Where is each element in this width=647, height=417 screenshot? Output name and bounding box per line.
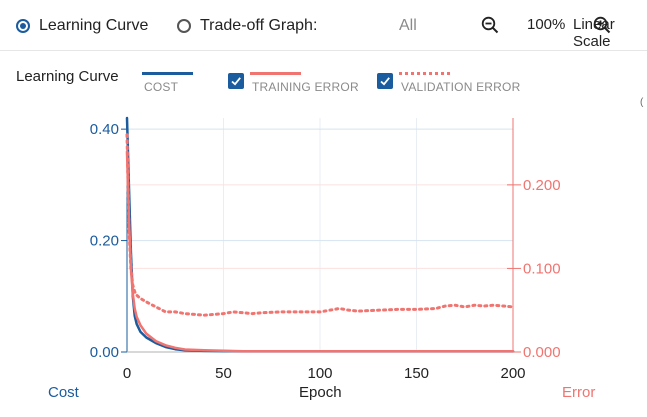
- tradeoff-graph-radio[interactable]: Trade-off Graph:: [177, 14, 317, 38]
- validation-error-line: [125, 133, 515, 317]
- cost-legend-label: COST: [144, 80, 179, 94]
- training-error-swatch: [250, 72, 301, 75]
- tradeoff-select-value: All: [399, 17, 417, 34]
- y-left-tick-label: 0.40: [90, 121, 119, 138]
- zoom-level: 100%: [527, 16, 566, 33]
- learning-curve-radio-label: Learning Curve: [39, 17, 149, 34]
- x-axis-label: Epoch: [299, 384, 342, 401]
- left-axis-label: Cost: [48, 384, 79, 401]
- validation-error-checkbox[interactable]: [377, 73, 393, 89]
- cost-swatch: [142, 72, 193, 75]
- x-tick-label: 50: [215, 365, 232, 382]
- x-tick-label: 200: [500, 365, 525, 382]
- radio-selected-icon: [16, 19, 30, 33]
- tradeoff-select[interactable]: All: [399, 14, 417, 38]
- learning-curve-radio[interactable]: Learning Curve: [16, 14, 148, 38]
- x-tick-label: 0: [123, 365, 131, 382]
- training-error-legend-label: TRAINING ERROR: [252, 80, 359, 94]
- legend-title: Learning Curve: [16, 68, 119, 85]
- right-axis-label: Error: [562, 384, 596, 401]
- y-left-tick-label: 0.00: [90, 344, 119, 361]
- zoom-out-icon[interactable]: [481, 16, 499, 34]
- checkbox-checked-icon: [380, 77, 390, 86]
- validation-error-legend-label: VALIDATION ERROR: [401, 80, 521, 94]
- tradeoff-graph-radio-label: Trade-off Graph:: [200, 17, 318, 34]
- radio-unselected-icon: [177, 19, 191, 33]
- scale-toggle[interactable]: Linear Scale: [573, 16, 615, 50]
- validation-error-swatch: [399, 72, 450, 75]
- toolbar: Learning Curve Trade-off Graph: All 100%…: [0, 0, 647, 51]
- y-right-tick-label: 0.000: [523, 344, 561, 361]
- chart-legend: Learning Curve COST TRAINING ERROR VALID…: [0, 62, 647, 102]
- y-left-tick-label: 0.20: [90, 233, 119, 250]
- training-error-checkbox[interactable]: [228, 73, 244, 89]
- y-right-tick-label: 0.200: [523, 177, 561, 194]
- learning-curve-chart: 0 50 100 150 200 0.00 0.20 0.40 0.000 0.100 0.200: [90, 116, 561, 382]
- y-right-tick-label: 0.100: [523, 260, 561, 277]
- right-edge-mark: (: [640, 97, 644, 108]
- checkbox-checked-icon: [231, 77, 241, 86]
- zoom-in-icon[interactable]: [593, 16, 611, 34]
- x-tick-label: 100: [307, 365, 332, 382]
- x-tick-label: 150: [404, 365, 429, 382]
